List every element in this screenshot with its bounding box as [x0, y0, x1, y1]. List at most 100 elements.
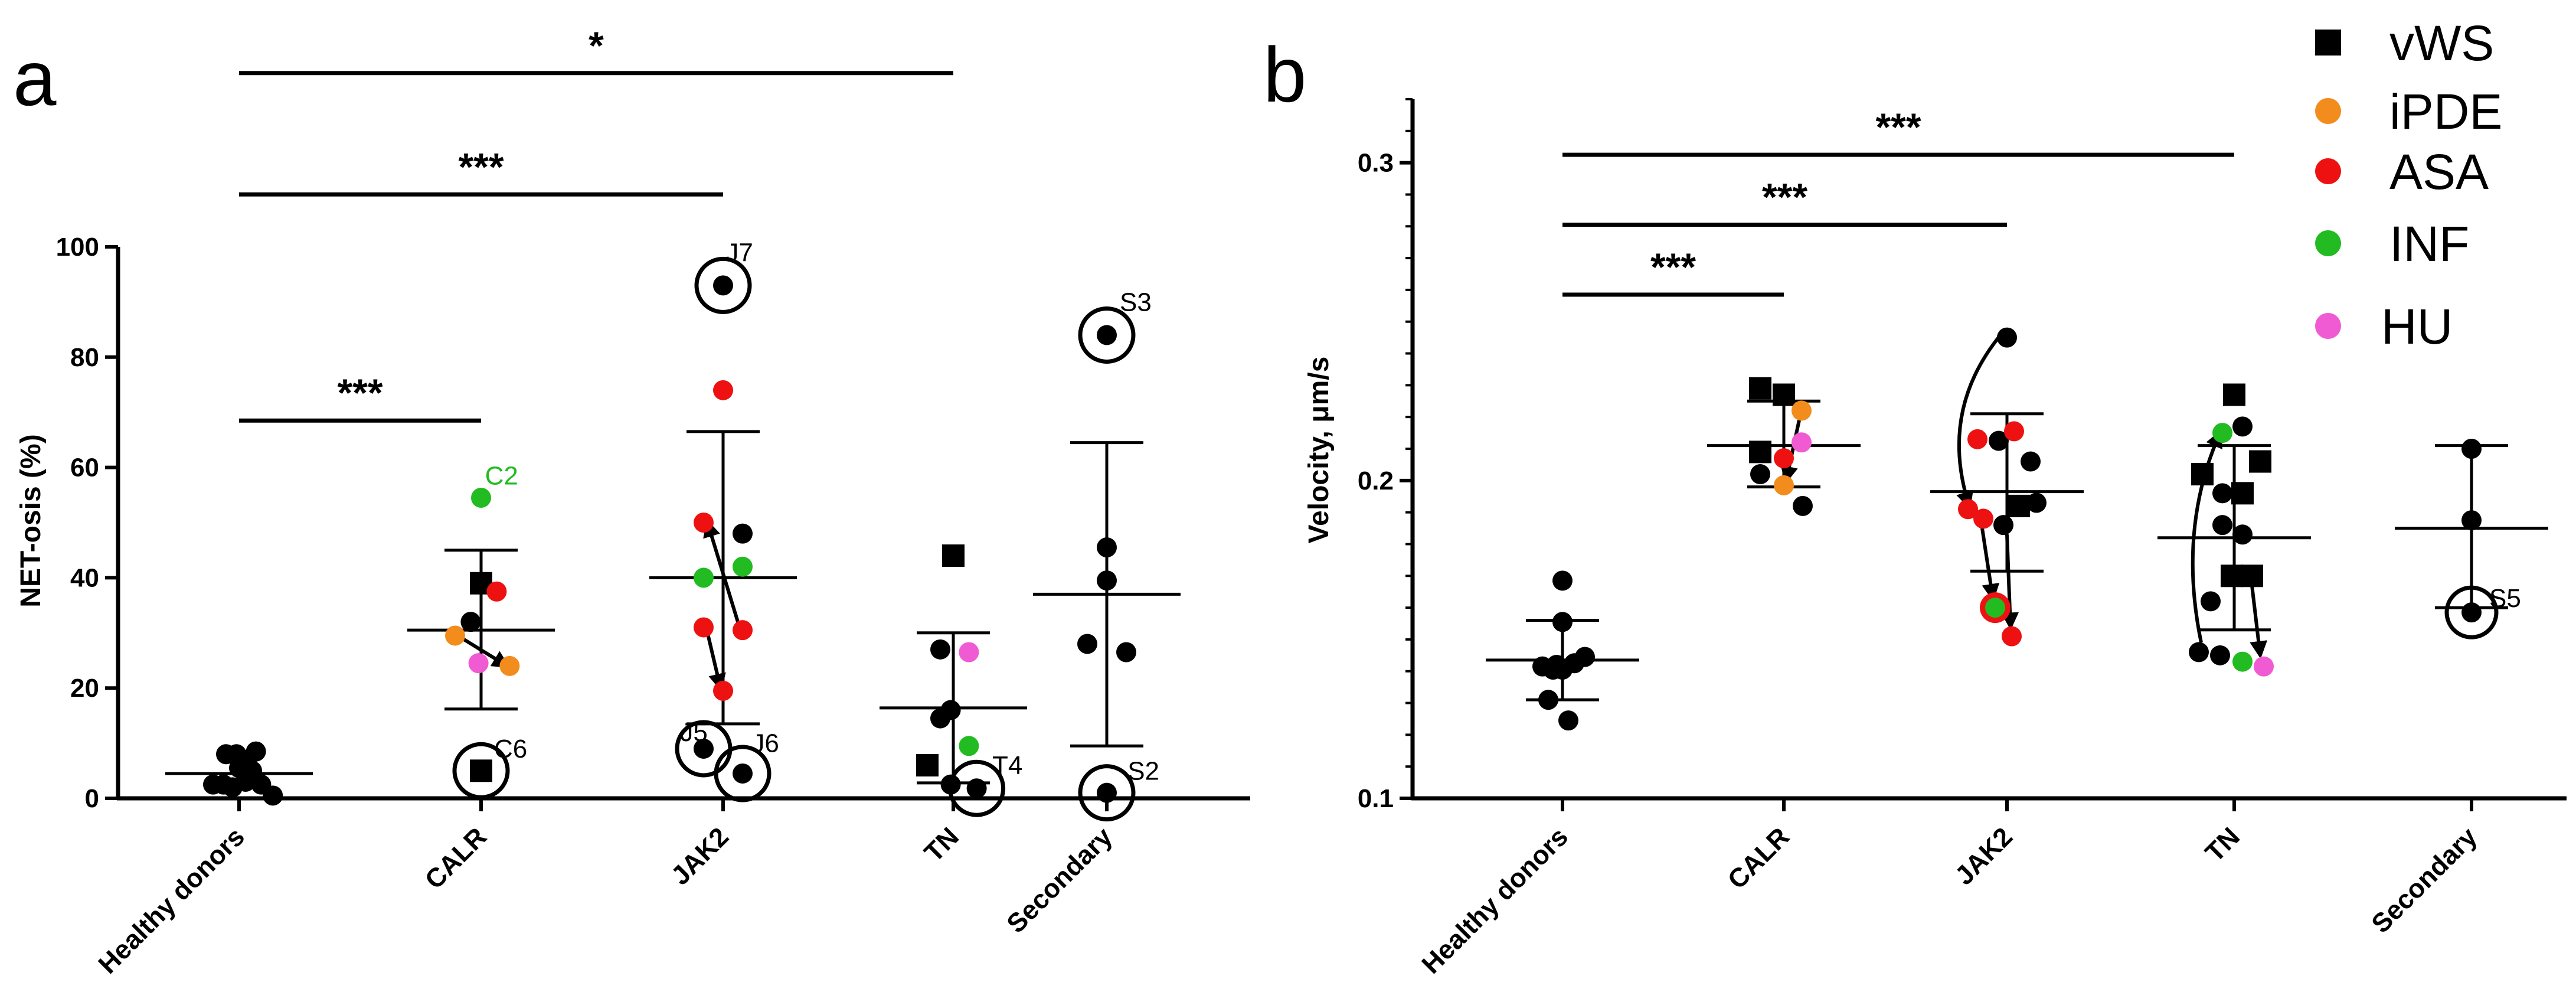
data-point [2212, 515, 2232, 536]
point-annotation: S5 [2489, 584, 2521, 613]
data-point [733, 556, 753, 577]
data-point [2461, 602, 2482, 623]
data-point [445, 625, 465, 646]
category-label: Healthy donors [1416, 821, 1574, 980]
data-point [1989, 430, 2009, 451]
y-tick-label: 60 [70, 453, 99, 482]
panel-label-b: b [1263, 31, 1306, 118]
significance-label: *** [1650, 245, 1696, 289]
category-label: TN [918, 821, 965, 867]
data-point-square [942, 544, 965, 567]
point-annotation: J5 [680, 718, 707, 747]
highlight-circle [1078, 306, 1136, 364]
trajectory-arrow [705, 632, 726, 692]
data-point [940, 700, 961, 720]
category-label: Secondary [1001, 821, 1118, 939]
data-point-square [916, 753, 939, 776]
significance-label: *** [1762, 175, 1807, 219]
data-point [460, 612, 481, 632]
data-point-square [470, 759, 492, 782]
curved-trajectory-arrow [2191, 429, 2222, 643]
data-point [1774, 448, 1794, 469]
data-point [966, 778, 987, 799]
category-label: JAK2 [665, 821, 734, 890]
point-annotation: S2 [1127, 756, 1159, 785]
trajectory-arrow [703, 519, 741, 625]
data-point [2254, 656, 2274, 677]
highlight-circle [694, 256, 752, 314]
point-annotation: J6 [751, 729, 779, 758]
data-point [1967, 429, 1987, 449]
point-annotation: T4 [992, 751, 1022, 780]
data-point [713, 380, 733, 400]
trajectory-arrow [1780, 419, 1801, 484]
data-point [2461, 510, 2482, 531]
significance-label: *** [1875, 105, 1921, 149]
highlight-circle [948, 759, 1006, 817]
data-point [1552, 612, 1573, 632]
y-tick-label: 0 [85, 784, 99, 813]
data-point [2232, 416, 2253, 437]
legend-label: HU [2381, 299, 2453, 354]
y-axis-label: NET-osis (%) [15, 434, 47, 607]
data-point [713, 680, 733, 701]
data-point [2461, 439, 2482, 459]
data-point [2021, 451, 2041, 472]
highlight-circle [714, 745, 772, 802]
legend-marker [2315, 158, 2341, 184]
data-point [468, 653, 489, 674]
legend-marker-square [2315, 30, 2341, 56]
data-point [263, 785, 283, 806]
point-annotation: C6 [494, 735, 527, 763]
y-tick-label: 100 [56, 233, 99, 262]
data-point-square [2191, 463, 2214, 486]
data-point [694, 738, 714, 759]
data-point [2232, 524, 2253, 545]
category-label: JAK2 [1949, 821, 2018, 890]
data-point [1774, 475, 1794, 495]
data-point [1958, 499, 1978, 520]
data-point [1575, 647, 1595, 667]
category-label: CALR [419, 821, 492, 895]
data-point [2004, 421, 2024, 442]
data-point [499, 655, 520, 676]
data-point-square [1749, 440, 1771, 464]
trajectory-arrow [2250, 585, 2268, 659]
data-point-square [2221, 565, 2243, 588]
data-point [1097, 537, 1117, 558]
data-point [1116, 642, 1136, 663]
highlight-circle [452, 742, 510, 800]
data-point [2189, 642, 2209, 663]
data-point [733, 763, 753, 784]
data-point [1097, 570, 1117, 591]
category-label: Secondary [2365, 821, 2483, 939]
data-point [713, 275, 733, 296]
y-tick-label: 40 [70, 563, 99, 592]
category-label: Healthy donors [92, 821, 250, 980]
data-point [1985, 598, 2005, 618]
data-point [1538, 690, 1558, 710]
data-point [1993, 515, 2013, 536]
y-tick-label: 0.2 [1358, 466, 1394, 495]
data-point [1558, 710, 1578, 731]
data-point [959, 736, 979, 756]
data-point [486, 581, 507, 602]
data-point-square [1749, 377, 1771, 400]
y-axis-label: Velocity, μm/s [1303, 357, 1335, 544]
data-point [2002, 626, 2022, 647]
data-point [2212, 483, 2232, 504]
panel-label-a: a [13, 35, 57, 122]
data-point [1750, 464, 1770, 485]
data-point [2201, 591, 2221, 612]
significance-label: * [589, 24, 604, 67]
data-point [694, 513, 714, 533]
data-point [2232, 651, 2253, 672]
data-point [2026, 492, 2047, 513]
y-tick-label: 0.3 [1358, 149, 1394, 178]
category-label: CALR [1722, 821, 1795, 895]
legend-label: INF [2389, 216, 2469, 272]
data-point-square [2223, 383, 2245, 406]
data-point-square [2231, 482, 2254, 505]
y-tick-label: 80 [70, 343, 99, 372]
